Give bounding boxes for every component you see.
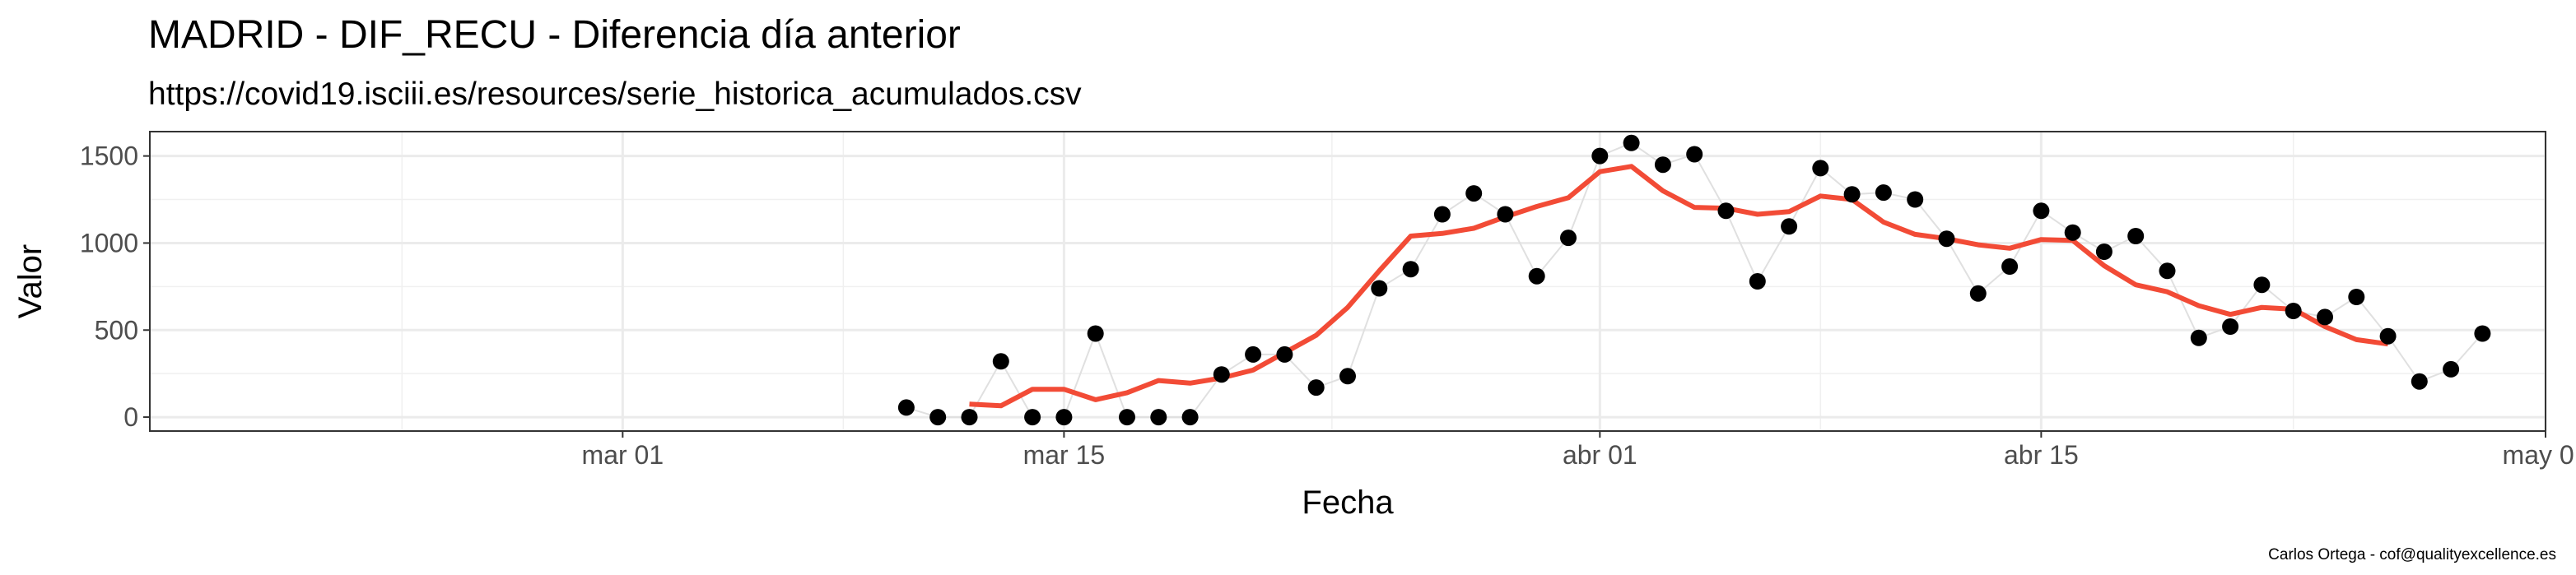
data-point <box>1245 345 1262 363</box>
data-point <box>2001 258 2019 275</box>
data-point <box>1497 206 1514 223</box>
data-point <box>1371 280 1388 297</box>
data-point <box>2379 327 2397 345</box>
data-point <box>2348 289 2365 305</box>
data-point <box>1213 366 1230 383</box>
chart-title: MADRID - DIF_RECU - Diferencia día anter… <box>148 13 961 57</box>
data-point <box>1024 409 1041 426</box>
data-point <box>1875 184 1892 202</box>
x-tick-label: mar 15 <box>1023 440 1106 470</box>
data-point <box>1623 134 1640 151</box>
data-point <box>2095 243 2113 260</box>
data-point <box>1181 409 1199 426</box>
data-point <box>1055 409 1073 426</box>
smooth-line-layer <box>969 164 2389 409</box>
data-point <box>1560 230 1577 247</box>
data-point <box>1119 409 1135 426</box>
data-point <box>1843 186 1861 203</box>
data-point <box>2222 318 2239 335</box>
data-point <box>2159 262 2176 280</box>
data-point <box>1686 146 1703 163</box>
data-point <box>1528 267 1545 285</box>
x-axis-title: Fecha <box>1302 485 1394 521</box>
data-point <box>2443 360 2460 378</box>
data-point <box>1402 261 1419 278</box>
data-point <box>2190 329 2207 346</box>
plot-border <box>149 131 2546 432</box>
data-point <box>1654 156 1671 174</box>
data-point <box>2127 228 2145 244</box>
data-point <box>1150 409 1167 426</box>
data-point <box>929 409 947 426</box>
x-tick-label: may 01 <box>2503 440 2576 470</box>
data-point <box>992 353 1009 370</box>
data-point <box>2285 303 2302 319</box>
data-point <box>1717 202 1735 220</box>
data-point <box>1969 285 1987 302</box>
chart-caption: Carlos Ortega - cof@qualityexcellence.es <box>2268 546 2556 563</box>
x-tick-label: mar 01 <box>582 440 664 470</box>
data-point <box>2474 325 2491 342</box>
plot-panel <box>150 132 2546 431</box>
data-point <box>2033 202 2050 220</box>
data-point <box>1465 185 1483 202</box>
data-point <box>1276 345 1293 363</box>
data-point <box>961 409 978 426</box>
data-point <box>1749 273 1766 290</box>
data-point <box>1087 325 1104 342</box>
y-tick-label: 1000 <box>80 228 138 257</box>
points-layer <box>897 134 2491 426</box>
data-point <box>2253 276 2271 294</box>
data-point <box>1938 230 1955 248</box>
data-point <box>2411 373 2428 390</box>
smoothed-series-line <box>969 164 2389 409</box>
data-point <box>897 399 915 416</box>
y-tick-label: 0 <box>123 402 138 432</box>
data-point <box>2317 308 2333 326</box>
data-point <box>1812 160 1829 177</box>
data-point <box>1433 206 1451 223</box>
data-point <box>1781 218 1798 235</box>
data-point <box>1591 147 1609 165</box>
x-tick-label: abr 01 <box>1563 440 1637 470</box>
chart-subtitle: https://covid19.isciii.es/resources/seri… <box>148 77 1082 112</box>
data-point <box>1907 191 1924 208</box>
y-tick-label: 500 <box>95 315 138 345</box>
x-tick-label: abr 15 <box>2004 440 2079 470</box>
data-point <box>1339 368 1356 385</box>
data-point <box>2064 224 2081 241</box>
y-tick-label: 1500 <box>80 141 138 171</box>
y-axis-title: Valor <box>12 244 49 318</box>
data-point <box>1307 379 1325 396</box>
ticks-layer: mar 01 mar 15 abr 01 abr 15 may 01 0 500 1000 15… <box>80 141 2576 470</box>
